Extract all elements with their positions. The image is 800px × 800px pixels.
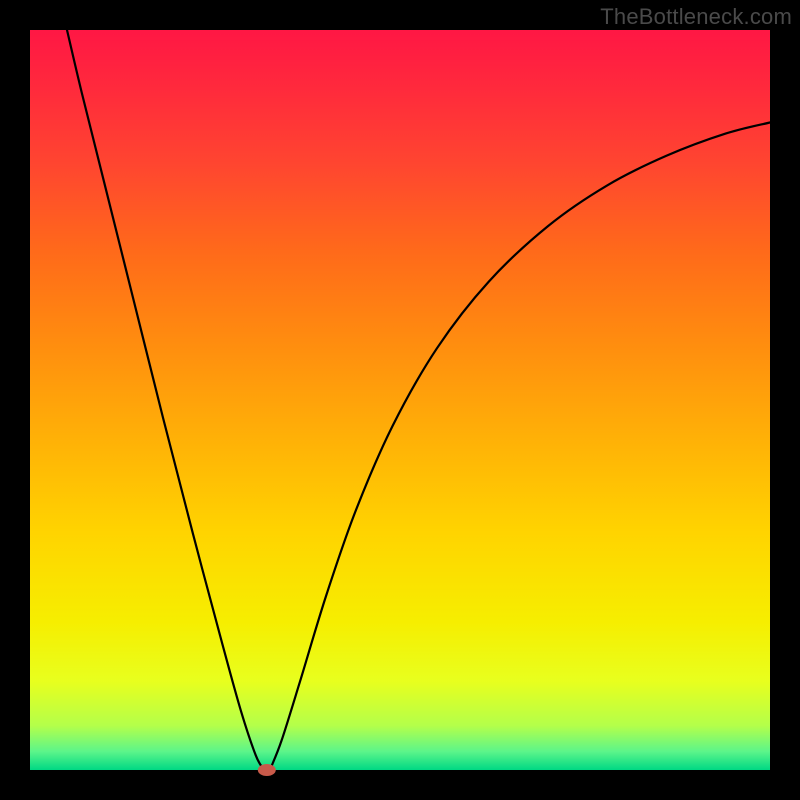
gradient-background	[30, 30, 770, 770]
watermark-text: TheBottleneck.com	[600, 4, 792, 30]
minimum-marker	[258, 764, 276, 776]
bottleneck-chart	[0, 0, 800, 800]
chart-container: TheBottleneck.com	[0, 0, 800, 800]
